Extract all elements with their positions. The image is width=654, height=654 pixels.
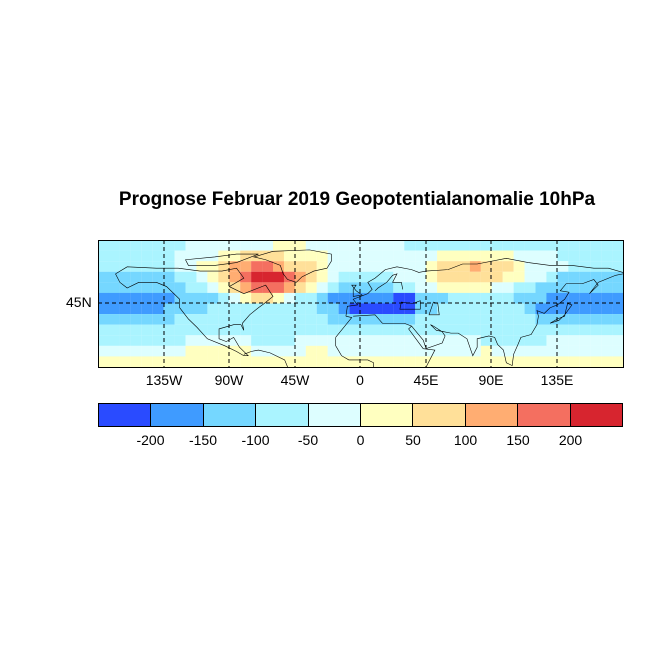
chart-title: Prognose Februar 2019 Geopotentialanomal… [118, 189, 596, 210]
x-tick-45w: 45W [280, 372, 310, 388]
colorbar-swatch [465, 404, 519, 426]
x-tick-135e: 135E [540, 372, 574, 388]
colorbar-swatch [413, 404, 466, 426]
colorbar-label: 50 [405, 432, 421, 448]
graticule [98, 240, 623, 367]
colorbar-swatch [99, 404, 152, 426]
colorbar-label: 150 [506, 432, 530, 448]
colorbar-swatch [256, 404, 309, 426]
colorbar-swatch [361, 404, 414, 426]
colorbar-swatch [151, 404, 204, 426]
colorbar-label: 200 [558, 432, 583, 448]
colorbar-swatch [518, 404, 571, 426]
map-frame [98, 240, 624, 368]
x-tick-135w: 135W [145, 372, 183, 388]
colorbar-label: 0 [356, 432, 365, 448]
colorbar-label: 100 [453, 432, 478, 448]
colorbar-label: -50 [297, 432, 319, 448]
x-tick-0: 0 [356, 372, 364, 388]
colorbar-swatch [203, 404, 257, 426]
y-tick-45n: 45N [66, 294, 92, 310]
colorbar-swatch [570, 404, 623, 426]
map-heatmap [98, 240, 623, 367]
x-tick-90e: 90E [478, 372, 504, 388]
x-tick-45e: 45E [413, 372, 439, 388]
colorbar [98, 403, 623, 427]
colorbar-swatch [308, 404, 362, 426]
colorbar-label: -200 [136, 432, 165, 448]
x-tick-90w: 90W [214, 372, 244, 388]
colorbar-label: -100 [241, 432, 270, 448]
colorbar-label: -150 [188, 432, 218, 448]
